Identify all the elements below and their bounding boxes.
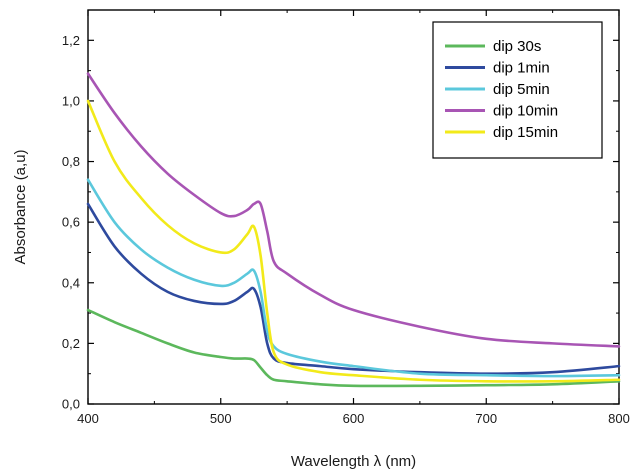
series-line-dip-5min — [86, 178, 621, 378]
y-tick-label: 0,0 — [62, 397, 80, 412]
y-tick-label: 0,8 — [62, 154, 80, 169]
x-tick-label: 800 — [608, 411, 630, 426]
series-line-dip-1min — [86, 202, 621, 375]
series-line-dip-30s — [86, 308, 621, 388]
x-tick-label: 400 — [77, 411, 99, 426]
y-tick-label: 0,4 — [62, 275, 80, 290]
y-tick-label: 1,0 — [62, 93, 80, 108]
x-tick-label: 500 — [210, 411, 232, 426]
legend-label-dip-30s: dip 30s — [493, 38, 541, 55]
y-tick-label: 0,6 — [62, 215, 80, 230]
legend-label-dip-5min: dip 5min — [493, 81, 550, 98]
y-tick-label: 0,2 — [62, 336, 80, 351]
x-axis-label: Wavelength λ (nm) — [291, 453, 416, 470]
y-tick-label: 1,2 — [62, 33, 80, 48]
x-tick-label: 600 — [343, 411, 365, 426]
legend-label-dip-10min: dip 10min — [493, 103, 558, 120]
legend-label-dip-15min: dip 15min — [493, 124, 558, 141]
legend-label-dip-1min: dip 1min — [493, 60, 550, 77]
series-line-dip-15min — [86, 99, 621, 383]
series-line-dip-10min — [86, 72, 621, 348]
x-tick-label: 700 — [475, 411, 497, 426]
y-axis-label: Absorbance (a,u) — [12, 149, 29, 264]
